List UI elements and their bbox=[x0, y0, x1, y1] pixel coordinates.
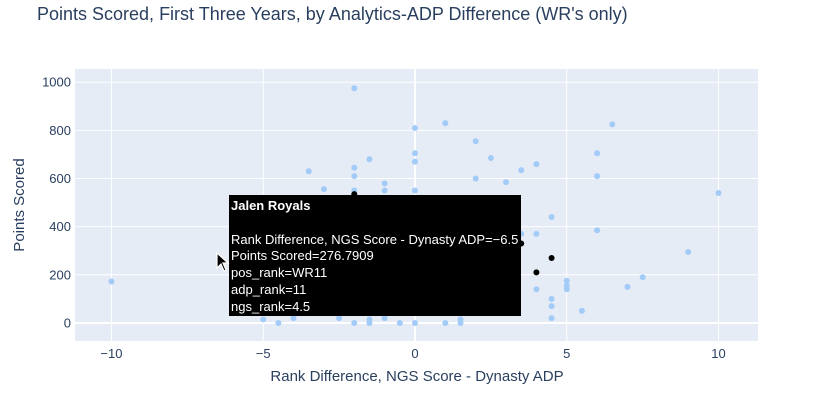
data-point[interactable] bbox=[548, 303, 555, 310]
data-point[interactable] bbox=[594, 227, 601, 234]
data-point[interactable] bbox=[548, 315, 555, 322]
tick-labels: −10 −5 0 5 10 0 200 400 600 800 1000 bbox=[42, 75, 726, 361]
data-point[interactable] bbox=[381, 187, 388, 194]
data-point[interactable] bbox=[290, 315, 297, 322]
data-point[interactable] bbox=[518, 167, 525, 174]
chart-title: Points Scored, First Three Years, by Ana… bbox=[37, 4, 628, 24]
hover-tooltip: Jalen Royals Rank Difference, NGS Score … bbox=[229, 195, 521, 316]
highlighted-data-point[interactable] bbox=[533, 269, 540, 276]
data-point[interactable] bbox=[381, 315, 388, 322]
data-point[interactable] bbox=[639, 274, 646, 281]
data-point[interactable] bbox=[351, 164, 358, 171]
data-point[interactable] bbox=[411, 150, 418, 157]
y-tick-label: 600 bbox=[49, 171, 71, 186]
data-point[interactable] bbox=[366, 156, 373, 163]
data-point[interactable] bbox=[594, 150, 601, 157]
data-point[interactable] bbox=[609, 121, 616, 128]
tooltip-line-ngs-rank: ngs_rank=4.5 bbox=[231, 298, 311, 314]
data-point[interactable] bbox=[503, 179, 510, 186]
data-point[interactable] bbox=[260, 316, 267, 323]
y-tick-label: 800 bbox=[49, 123, 71, 138]
data-point[interactable] bbox=[442, 120, 449, 127]
data-point[interactable] bbox=[487, 155, 494, 162]
data-point[interactable] bbox=[396, 319, 403, 326]
x-tick-label: 0 bbox=[411, 346, 418, 361]
x-axis-title: Rank Difference, NGS Score - Dynasty ADP bbox=[270, 368, 563, 385]
tooltip-line-points-scored: Points Scored=276.7909 bbox=[231, 248, 374, 264]
x-tick-label: −5 bbox=[256, 346, 271, 361]
data-point[interactable] bbox=[563, 286, 570, 293]
data-point[interactable] bbox=[411, 158, 418, 165]
y-tick-label: 400 bbox=[49, 219, 71, 234]
data-point[interactable] bbox=[533, 286, 540, 293]
data-point[interactable] bbox=[472, 138, 479, 145]
data-point[interactable] bbox=[336, 315, 343, 322]
highlighted-data-point[interactable] bbox=[548, 254, 555, 261]
x-tick-label: 5 bbox=[563, 346, 570, 361]
mouse-cursor-icon bbox=[216, 252, 230, 272]
data-point[interactable] bbox=[624, 283, 631, 290]
data-points[interactable] bbox=[108, 85, 722, 326]
tooltip-line-rank-difference: Rank Difference, NGS Score - Dynasty ADP… bbox=[231, 231, 519, 247]
data-point[interactable] bbox=[472, 175, 479, 182]
data-point[interactable] bbox=[411, 187, 418, 194]
y-tick-label: 200 bbox=[49, 267, 71, 282]
data-point[interactable] bbox=[411, 124, 418, 131]
data-point[interactable] bbox=[442, 319, 449, 326]
x-tick-label: 10 bbox=[711, 346, 725, 361]
data-point[interactable] bbox=[381, 180, 388, 187]
data-point[interactable] bbox=[548, 295, 555, 302]
y-axis-title: Points Scored bbox=[11, 158, 28, 251]
data-point[interactable] bbox=[533, 230, 540, 237]
y-tick-label: 0 bbox=[64, 315, 71, 330]
tooltip-line-adp-rank: adp_rank=11 bbox=[231, 281, 307, 297]
data-point[interactable] bbox=[351, 319, 358, 326]
x-tick-label: −10 bbox=[100, 346, 122, 361]
data-point[interactable] bbox=[548, 214, 555, 221]
data-point[interactable] bbox=[305, 168, 312, 175]
data-point[interactable] bbox=[578, 307, 585, 314]
data-point[interactable] bbox=[533, 161, 540, 168]
data-point[interactable] bbox=[108, 278, 115, 285]
data-point[interactable] bbox=[275, 319, 282, 326]
data-point[interactable] bbox=[351, 85, 358, 92]
data-point[interactable] bbox=[320, 186, 327, 193]
data-point[interactable] bbox=[685, 248, 692, 255]
data-point[interactable] bbox=[351, 173, 358, 180]
data-point[interactable] bbox=[457, 319, 464, 326]
tooltip-player-name: Jalen Royals bbox=[231, 198, 311, 213]
data-point[interactable] bbox=[411, 319, 418, 326]
data-point[interactable] bbox=[366, 319, 373, 326]
data-point[interactable] bbox=[594, 173, 601, 180]
y-tick-label: 1000 bbox=[42, 75, 71, 90]
data-point[interactable] bbox=[715, 189, 722, 196]
data-point[interactable] bbox=[563, 277, 570, 284]
tooltip-line-pos-rank: pos_rank=WR11 bbox=[231, 265, 328, 281]
